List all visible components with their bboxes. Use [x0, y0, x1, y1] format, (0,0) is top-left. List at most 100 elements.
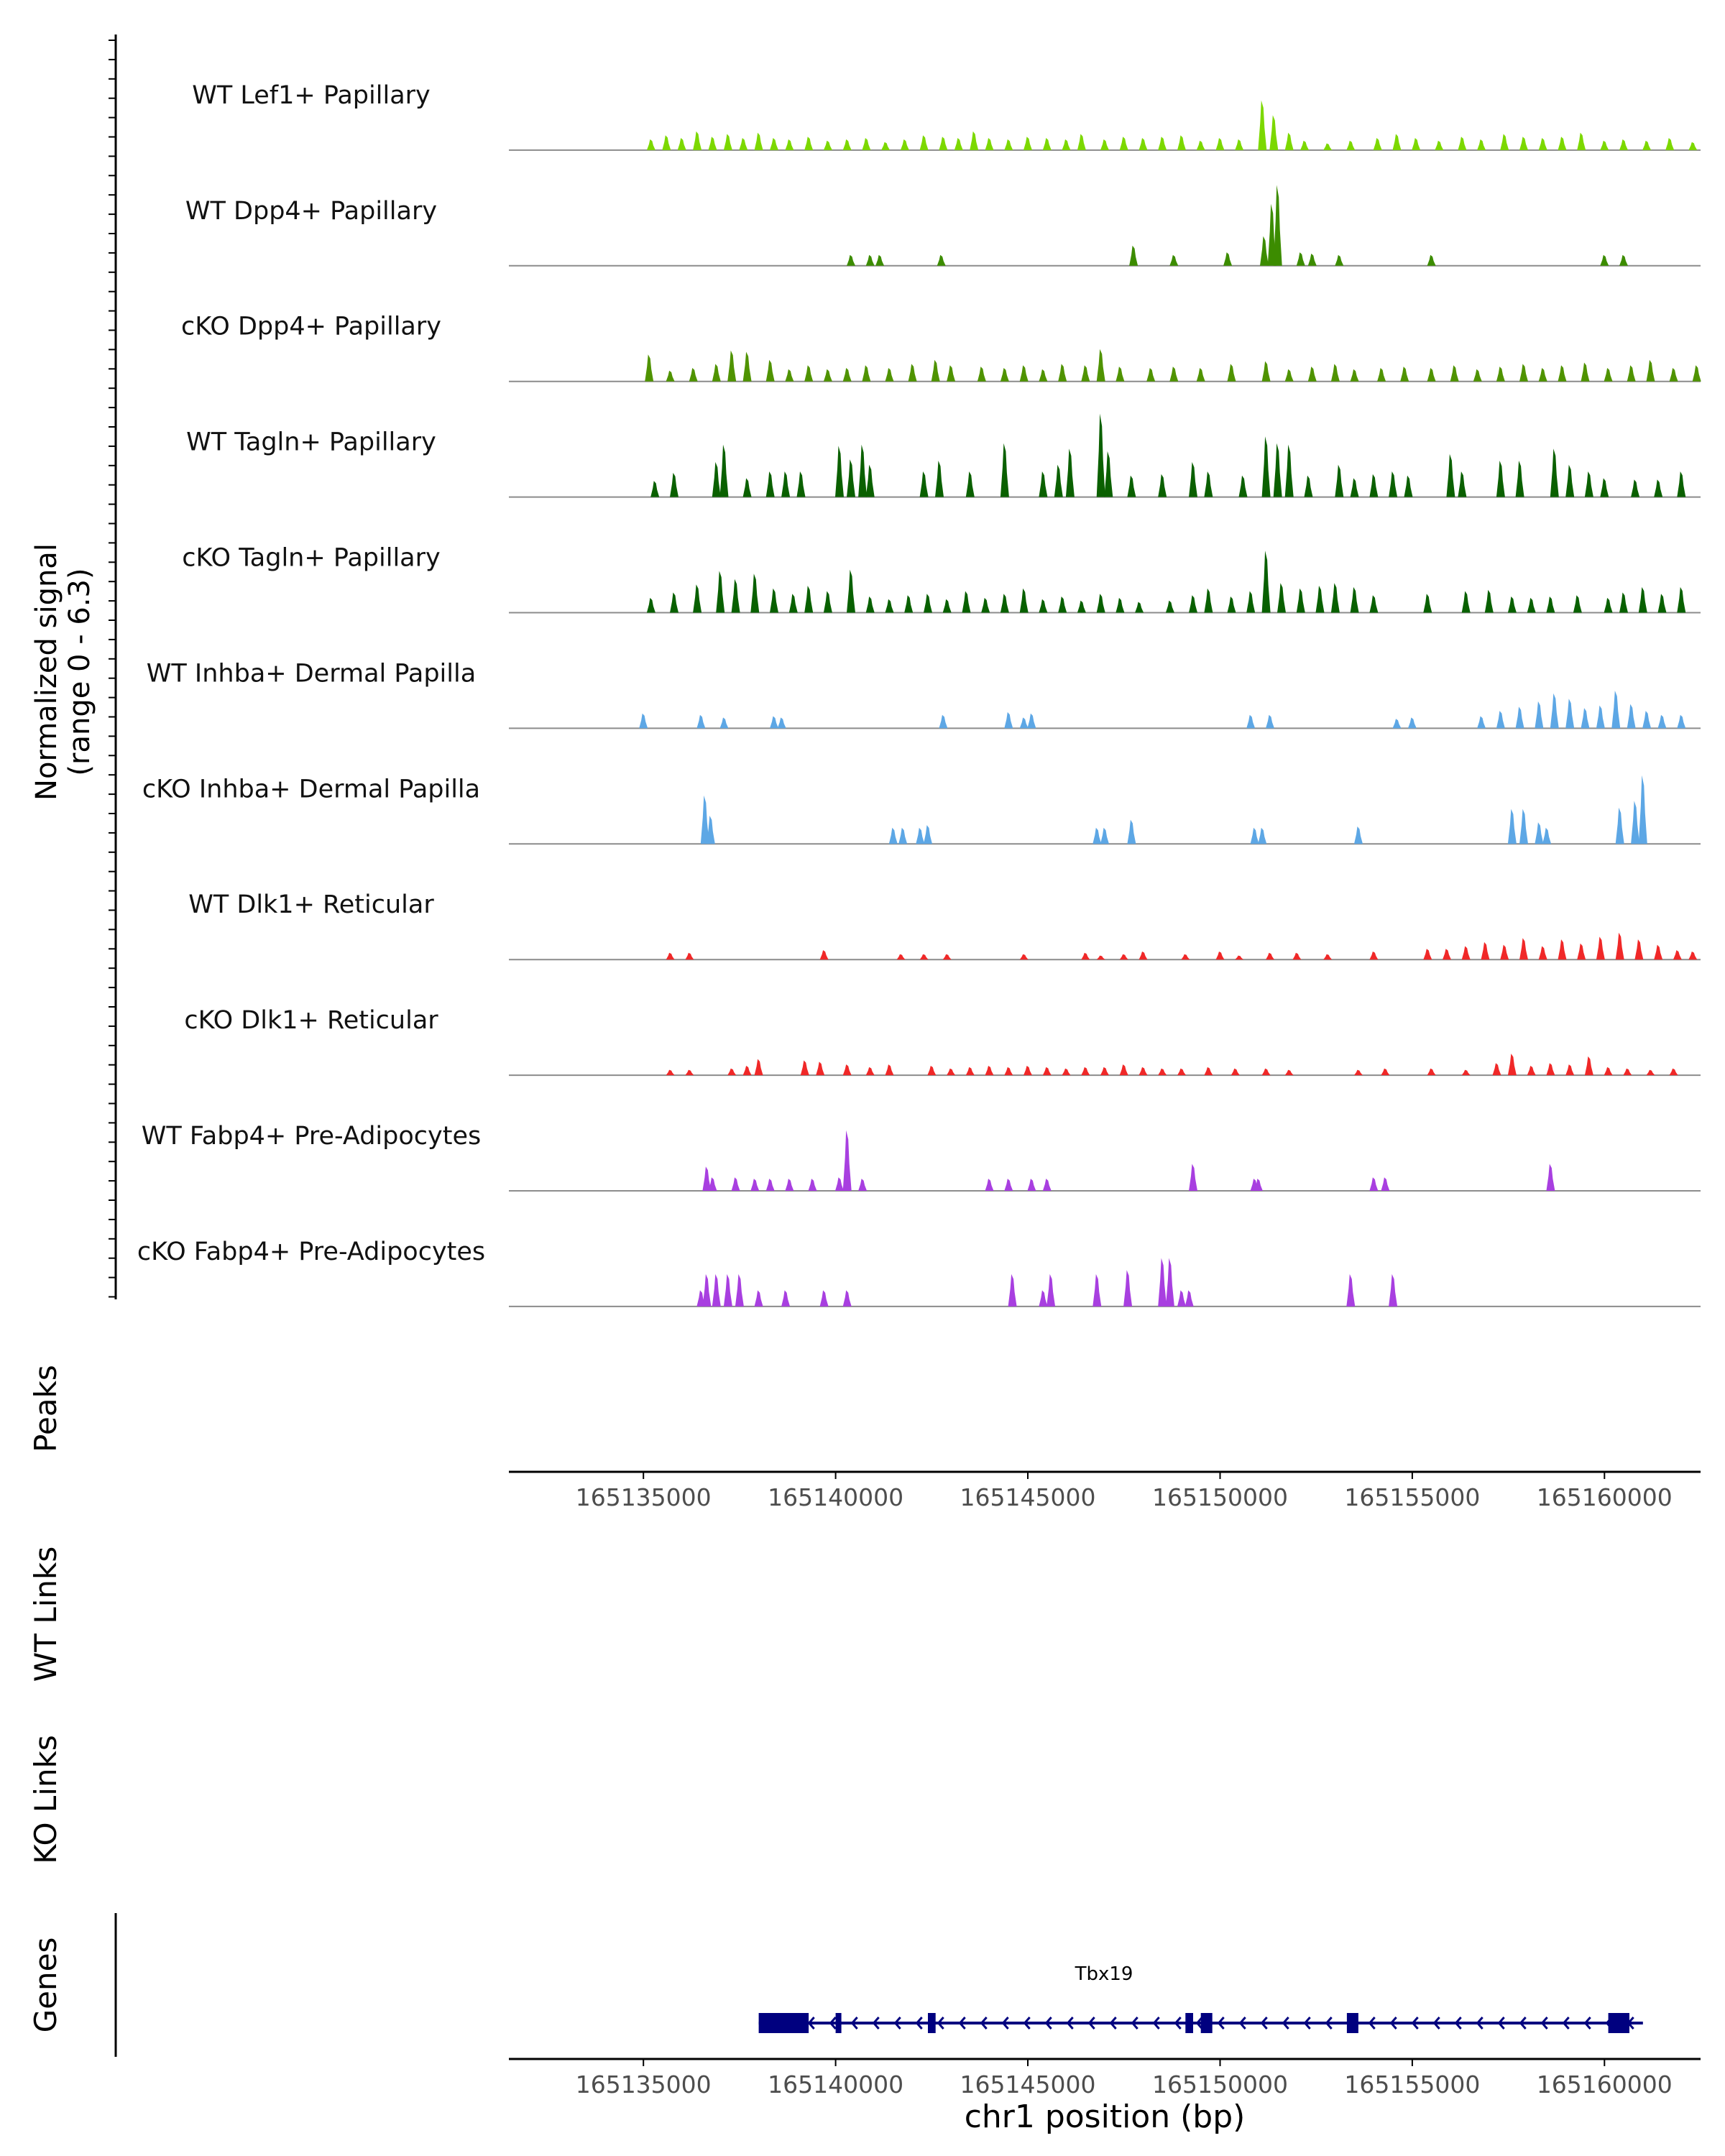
coverage-peak [1284, 1069, 1294, 1076]
coverage-peak [666, 952, 675, 960]
coverage-peak [1129, 245, 1138, 266]
strand-arrow-icon [1087, 2017, 1095, 2030]
coverage-peak [777, 717, 786, 729]
coverage-peak [1235, 955, 1244, 960]
coverage-peak [1565, 464, 1575, 497]
coverage-peak [1584, 471, 1593, 497]
coverage-peak [1461, 946, 1471, 960]
coverage-peak [985, 1179, 994, 1191]
coverage-peak [1039, 369, 1048, 382]
coverage-peak [1204, 1067, 1213, 1076]
coverage-peak [1158, 1068, 1167, 1076]
coverage-peak [1619, 592, 1628, 613]
coverage-peak [977, 367, 986, 382]
gene-track [758, 2013, 1643, 2033]
coverage-peak [1688, 952, 1698, 960]
coverage-peak [1184, 1290, 1194, 1307]
coverage-peak [1250, 827, 1259, 844]
coverage-peak [885, 1064, 894, 1076]
strand-arrow-icon [1497, 2017, 1505, 2030]
coverage-peak [742, 478, 752, 497]
coverage-peak [1527, 597, 1536, 613]
coverage-peak [1165, 600, 1174, 613]
coverage-peak [816, 1061, 825, 1076]
coverage-peak [1604, 597, 1613, 613]
coverage-peak [1027, 1179, 1036, 1191]
coverage-peak [731, 1177, 740, 1191]
coverage-peak [896, 954, 906, 960]
strand-arrow-icon [807, 2017, 815, 2030]
coverage-peak [1292, 952, 1302, 960]
coverage-peak [1000, 443, 1009, 497]
coverage-peak [919, 954, 929, 960]
coverage-peak [1024, 137, 1032, 150]
strand-arrow-icon [958, 2017, 966, 2030]
coverage-peak [1138, 952, 1148, 960]
coverage-peak [1596, 936, 1605, 960]
strand-arrow-icon [1540, 2017, 1548, 2030]
coverage-track: WT Fabp4+ Pre-Adipocytes [142, 1122, 1701, 1192]
coverage-peak [1623, 1068, 1632, 1076]
coverage-peak [1196, 140, 1205, 150]
coverage-peak [1119, 954, 1128, 960]
strand-arrow-icon [850, 2017, 858, 2030]
coverage-peak [919, 135, 929, 150]
coverage-peak [1665, 138, 1675, 150]
track-label: cKO Tagln+ Papillary [182, 544, 441, 573]
coverage-peak [1019, 588, 1029, 613]
gene-exon [835, 2013, 842, 2033]
coverage-peak [842, 1064, 852, 1076]
coverage-peak [1677, 714, 1686, 729]
coverage-peak [1423, 594, 1432, 613]
strand-arrow-icon [1583, 2017, 1591, 2030]
coverage-peak [712, 364, 721, 382]
coverage-peak [1477, 716, 1486, 729]
coverage-peak [1039, 599, 1048, 613]
coverage-tracks: WT Lef1+ Papillary WT Dpp4+ Papillary cKO … [137, 81, 1701, 1307]
strand-arrow-icon [1174, 2017, 1182, 2030]
coverage-peak [1604, 368, 1613, 382]
coverage-peak [645, 354, 654, 382]
coverage-peak [1677, 471, 1686, 497]
x-tick-label: 165145000 [960, 2070, 1096, 2099]
coverage-peak [1042, 138, 1052, 150]
coverage-peak [1565, 699, 1575, 729]
coverage-peak [1246, 714, 1256, 729]
x-tick-label: 165160000 [1537, 2070, 1673, 2099]
coverage-peak [1100, 1067, 1109, 1076]
x-tick-label: 165155000 [1344, 1483, 1480, 1511]
coverage-peak [1189, 595, 1197, 613]
coverage-peak [1039, 1290, 1048, 1307]
coverage-peak [1081, 952, 1090, 960]
coverage-peak [765, 471, 775, 497]
coverage-peak [712, 1273, 721, 1307]
coverage-peak [985, 1066, 994, 1076]
coverage-peak [1138, 138, 1148, 150]
strand-arrow-icon [893, 2017, 901, 2030]
coverage-peak [1004, 1179, 1013, 1191]
coverage-peak [1507, 1054, 1517, 1076]
coverage-peak [1169, 254, 1179, 266]
coverage-peak [1473, 369, 1482, 382]
strand-arrow-icon [1476, 2017, 1484, 2030]
track-label: WT Tagln+ Papillary [186, 428, 436, 457]
coverage-peak [1389, 471, 1398, 497]
coverage-peak [1081, 365, 1090, 382]
x-tick-label: 165160000 [1537, 1483, 1673, 1511]
coverage-peak [804, 137, 814, 150]
coverage-peak [765, 1179, 775, 1191]
strand-arrow-icon [1368, 2017, 1376, 2030]
coverage-peak [1189, 461, 1197, 497]
coverage-peak [916, 827, 925, 844]
coverage-peak [685, 952, 694, 960]
coverage-peak [727, 350, 737, 382]
x-tick-label: 165140000 [768, 2070, 903, 2099]
coverage-peak [1215, 138, 1225, 150]
coverage-peak [1461, 591, 1471, 613]
coverage-peak [819, 950, 829, 960]
coverage-peak [1596, 705, 1605, 729]
coverage-peak [646, 139, 656, 150]
coverage-peak [1042, 1067, 1052, 1076]
coverage-peak [1158, 474, 1167, 497]
coverage-peak [1146, 368, 1156, 382]
